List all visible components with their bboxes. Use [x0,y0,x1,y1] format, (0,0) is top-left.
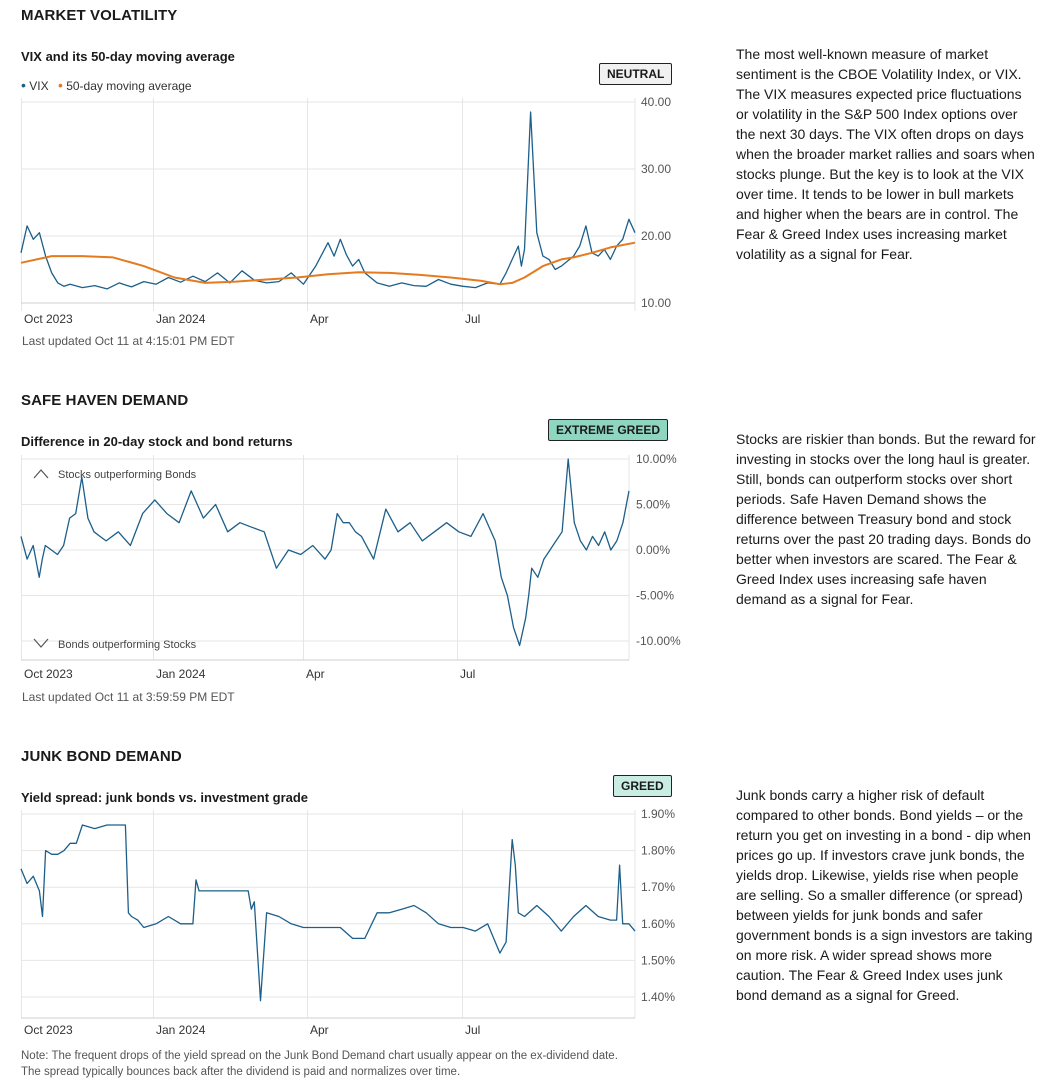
junk-bond-chart: 1.90% 1.80% 1.70% 1.60% 1.50% 1.40% Oct 2023 Ja… [20,807,675,1037]
junk-bond-note: Note: The frequent drops of the yield sp… [21,1048,721,1080]
safe-haven-description: Stocks are riskier than bonds. But the r… [736,431,1036,607]
chevron-down-icon [33,638,49,648]
junk-bond-y-tick-label: 1.50% [641,953,675,967]
junk-bond-x-tick-label: Jul [465,1023,480,1037]
stocks-outperforming-label: Stocks outperforming Bonds [58,469,197,481]
junk-bond-note-line-2: The spread typically bounces back after … [21,1066,461,1078]
junk-bond-note-line-1: Note: The frequent drops of the yield sp… [21,1050,618,1062]
bonds-outperforming-label: Bonds outperforming Stocks [58,639,197,651]
chevron-up-icon [33,469,49,479]
junk-bond-description: Junk bonds carry a higher risk of defaul… [736,787,1033,1003]
junk-bond-y-tick-label: 1.80% [641,844,675,858]
junk-bond-heading: JUNK BOND DEMAND [21,748,182,765]
safe-haven-x-tick-label: Jul [460,667,475,681]
junk-bond-x-tick-label: Apr [310,1023,329,1037]
junk-bond-series-line [20,824,636,1002]
safe-haven-y-tick-label: 0.00% [636,543,670,557]
safe-haven-last-updated: Last updated Oct 11 at 3:59:59 PM EDT [22,690,235,704]
junk-bond-chart-title: Yield spread: junk bonds vs. investment … [21,790,309,805]
vix-y-tick-label: 20.00 [641,229,671,243]
vix-series-line [20,111,636,290]
safe-haven-chart-title: Difference in 20-day stock and bond retu… [21,434,293,449]
safe-haven-y-tick-label: -10.00% [636,634,681,648]
safe-haven-y-tick-label: 10.00% [636,452,677,466]
safe-haven-y-tick-label: -5.00% [636,589,674,603]
vix-x-tick-label: Apr [310,312,329,326]
vix-legend-dot-icon: • [21,77,26,93]
vix-description: The most well-known measure of market se… [736,46,1035,262]
extreme-greed-badge: EXTREME GREED [548,419,669,441]
junk-bond-y-tick-label: 1.70% [641,880,675,894]
vix-legend-label: VIX [29,79,49,93]
safe-haven-x-tick-label: Jan 2024 [156,667,206,681]
ma-legend-dot-icon: • [57,77,63,93]
vix-x-tick-label: Jan 2024 [156,312,206,326]
vix-last-updated: Last updated Oct 11 at 4:15:01 PM EDT [22,334,235,348]
safe-haven-chart: 10.00% 5.00% 0.00% -5.00% -10.00% Oct 2023 Jan… [20,452,681,681]
safe-haven-x-tick-label: Oct 2023 [24,667,73,681]
safe-haven-y-tick-label: 5.00% [636,498,670,512]
vix-x-tick-label: Jul [465,312,480,326]
ma-legend-label: 50-day moving average [66,79,192,93]
vix-y-tick-label: 10.00 [641,296,671,310]
vix-chart-title: VIX and its 50-day moving average [21,49,235,64]
vix-legend: • VIX • 50-day moving average [21,77,192,93]
neutral-badge: NEUTRAL [599,63,673,85]
ma-series-line [20,241,636,286]
market-volatility-heading: MARKET VOLATILITY [21,7,178,24]
vix-chart: 40.00 30.00 20.00 10.00 Oct 2023 Jan 2024 Apr J… [20,95,671,326]
junk-bond-y-tick-label: 1.40% [641,990,675,1004]
vix-y-tick-label: 40.00 [641,95,671,109]
vix-x-tick-label: Oct 2023 [24,312,73,326]
junk-bond-x-tick-label: Jan 2024 [156,1023,206,1037]
safe-haven-series-line [20,458,630,647]
junk-bond-y-tick-label: 1.60% [641,917,675,931]
junk-bond-x-tick-label: Oct 2023 [24,1023,73,1037]
safe-haven-x-tick-label: Apr [306,667,325,681]
vix-y-tick-label: 30.00 [641,162,671,176]
greed-badge: GREED [613,775,672,797]
junk-bond-y-tick-label: 1.90% [641,807,675,821]
safe-haven-heading: SAFE HAVEN DEMAND [21,392,189,409]
